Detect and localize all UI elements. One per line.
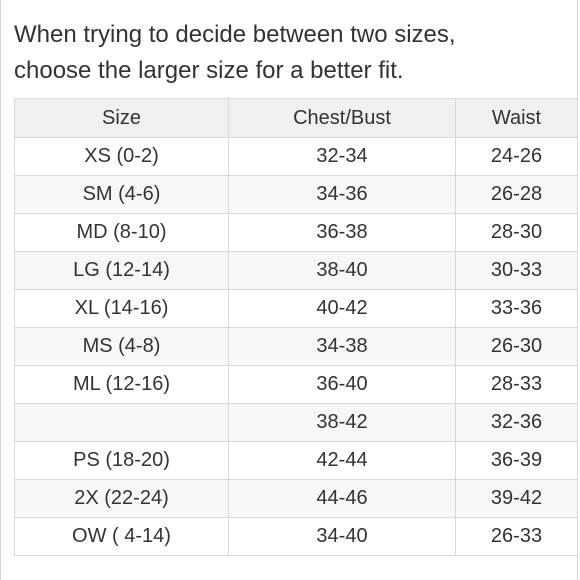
waist-cell: 28-33 bbox=[455, 365, 578, 404]
waist-cell: 26-33 bbox=[455, 517, 578, 556]
size-advice-line-1: When trying to decide between two sizes, bbox=[14, 21, 456, 48]
chest-bust-cell: 34-40 bbox=[228, 517, 456, 556]
size-cell: SM (4-6) bbox=[14, 175, 229, 214]
chest-bust-cell: 38-40 bbox=[228, 251, 456, 290]
waist-cell: 28-30 bbox=[455, 213, 578, 252]
waist-cell: 36-39 bbox=[455, 441, 578, 480]
table-row: MS (4-8) 34-38 26-30 bbox=[14, 327, 578, 366]
column-header-chest-bust: Chest/Bust bbox=[228, 98, 456, 138]
chest-bust-cell: 36-40 bbox=[228, 365, 456, 404]
size-cell: PS (18-20) bbox=[14, 441, 229, 480]
size-cell bbox=[14, 403, 229, 442]
header-row: Size Chest/Bust Waist bbox=[14, 98, 578, 138]
chest-bust-cell: 34-38 bbox=[228, 327, 456, 366]
waist-cell: 39-42 bbox=[455, 479, 578, 518]
table-row: ML (12-16) 36-40 28-33 bbox=[14, 365, 578, 404]
size-cell: LG (12-14) bbox=[14, 251, 229, 290]
table-row: XL (14-16) 40-42 33-36 bbox=[14, 289, 578, 328]
waist-cell: 30-33 bbox=[455, 251, 578, 290]
table-row: MD (8-10) 36-38 28-30 bbox=[14, 213, 578, 252]
size-chart-table: Size Chest/Bust Waist XS (0-2) 32-34 24-… bbox=[14, 98, 578, 556]
size-advice-text: When trying to decide between two sizes,… bbox=[14, 17, 574, 89]
size-advice-line-2: choose the larger size for a better fit. bbox=[14, 57, 404, 84]
chest-bust-cell: 34-36 bbox=[228, 175, 456, 214]
size-cell: 2X (22-24) bbox=[14, 479, 229, 518]
column-header-size: Size bbox=[14, 98, 229, 138]
size-cell: ML (12-16) bbox=[14, 365, 229, 404]
chest-bust-cell: 36-38 bbox=[228, 213, 456, 252]
size-cell: OW ( 4-14) bbox=[14, 517, 229, 556]
waist-cell: 32-36 bbox=[455, 403, 578, 442]
chest-bust-cell: 44-46 bbox=[228, 479, 456, 518]
waist-cell: 24-26 bbox=[455, 137, 578, 176]
table-row: OW ( 4-14) 34-40 26-33 bbox=[14, 517, 578, 556]
chest-bust-cell: 42-44 bbox=[228, 441, 456, 480]
table-row: XS (0-2) 32-34 24-26 bbox=[14, 137, 578, 176]
table-row: 2X (22-24) 44-46 39-42 bbox=[14, 479, 578, 518]
table-row: LG (12-14) 38-40 30-33 bbox=[14, 251, 578, 290]
waist-cell: 26-28 bbox=[455, 175, 578, 214]
size-chart-header: Size Chest/Bust Waist bbox=[14, 98, 578, 138]
size-cell: XL (14-16) bbox=[14, 289, 229, 328]
waist-cell: 26-30 bbox=[455, 327, 578, 366]
chest-bust-cell: 40-42 bbox=[228, 289, 456, 328]
table-row: PS (18-20) 42-44 36-39 bbox=[14, 441, 578, 480]
size-cell: MD (8-10) bbox=[14, 213, 229, 252]
chest-bust-cell: 38-42 bbox=[228, 403, 456, 442]
table-row: SM (4-6) 34-36 26-28 bbox=[14, 175, 578, 214]
size-cell: XS (0-2) bbox=[14, 137, 229, 176]
waist-cell: 33-36 bbox=[455, 289, 578, 328]
table-row: 38-42 32-36 bbox=[14, 403, 578, 442]
size-chart-body: XS (0-2) 32-34 24-26 SM (4-6) 34-36 26-2… bbox=[14, 137, 578, 556]
column-header-waist: Waist bbox=[455, 98, 578, 138]
chest-bust-cell: 32-34 bbox=[228, 137, 456, 176]
size-cell: MS (4-8) bbox=[14, 327, 229, 366]
